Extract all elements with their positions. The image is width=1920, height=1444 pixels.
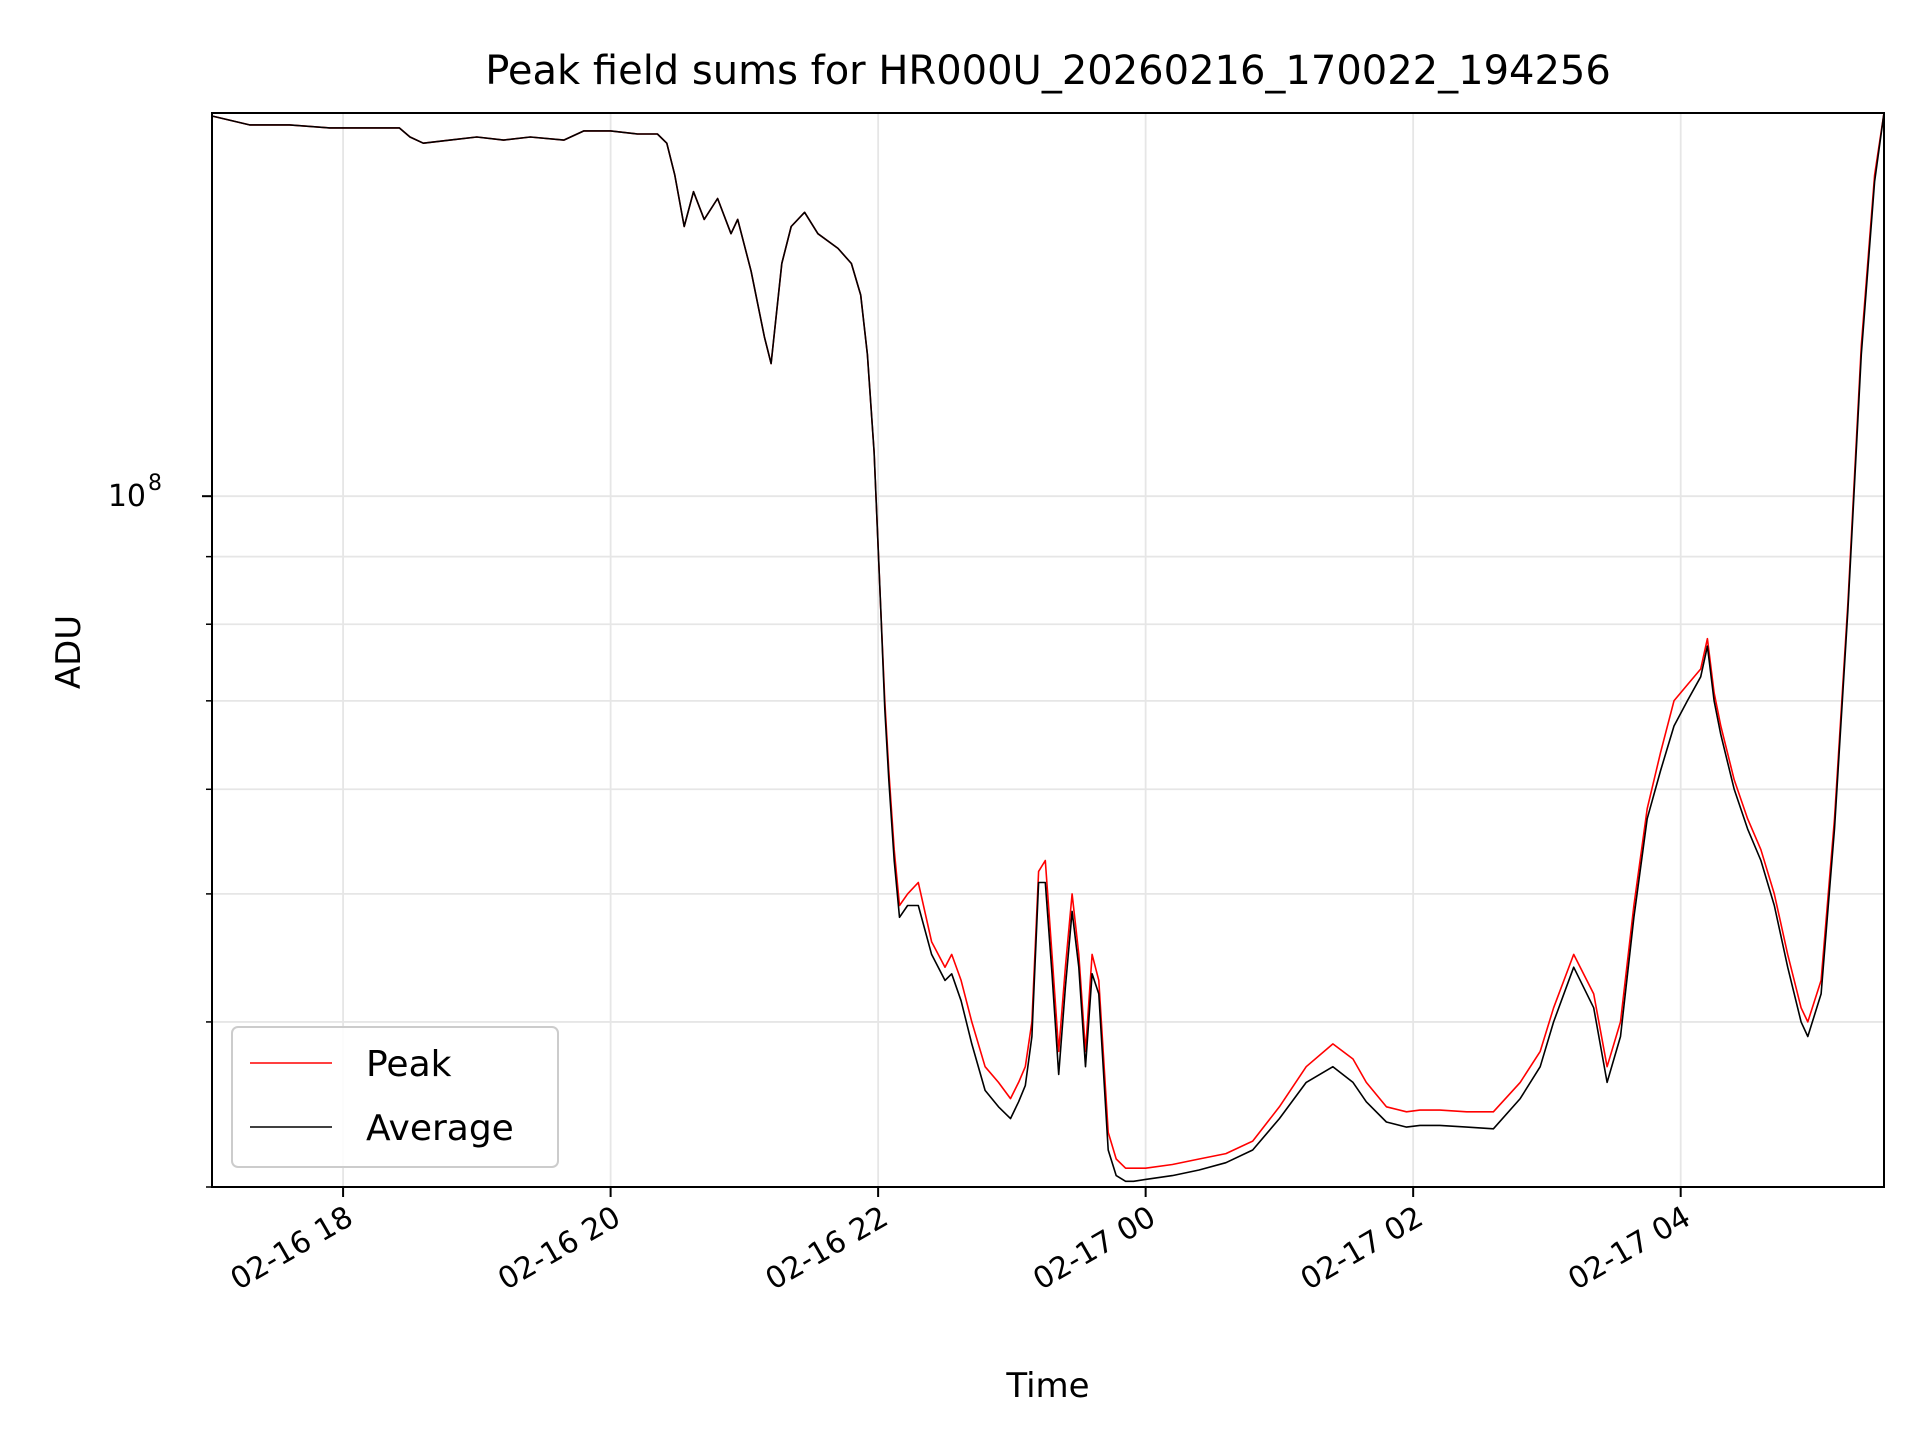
series-lines [211, 112, 1885, 1183]
legend-label-peak: Peak [366, 1044, 452, 1085]
x-axis-label: Time [1005, 1366, 1089, 1406]
legend: Peak Average [231, 1026, 559, 1168]
plot-frame [211, 112, 1885, 1188]
legend-box [231, 1026, 559, 1168]
plot-area [212, 113, 1884, 1187]
y-axis-label: ADU [49, 615, 89, 689]
legend-label-average: Average [366, 1108, 514, 1149]
y-major-tick-label-exponent: 8 [148, 471, 162, 496]
y-major-tick-label-base: 10 [108, 479, 146, 514]
chart-title: Peak field sums for HR000U_20260216_1700… [485, 48, 1611, 94]
series-line-average [211, 112, 1885, 1183]
y-axis-ticks: 10 8 [108, 471, 212, 1188]
